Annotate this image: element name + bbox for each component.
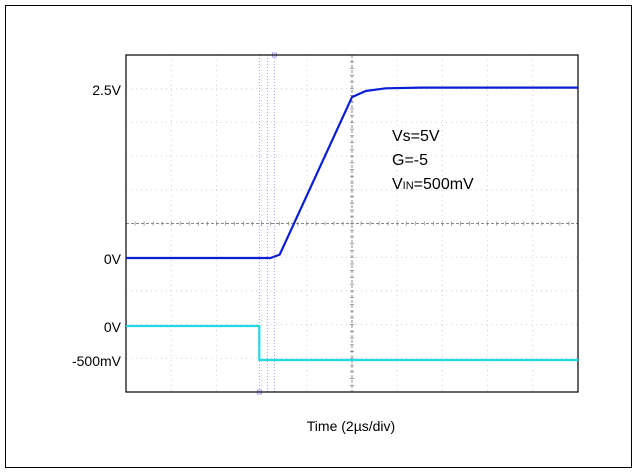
y-tick-label-output-2p5v: 2.5V xyxy=(92,82,121,98)
annotation-supply-voltage: Vs=5V xyxy=(392,128,440,145)
figure-frame xyxy=(5,5,632,468)
vin-value: =500mV xyxy=(414,176,474,193)
y-tick-label-input-minus-500mv: -500mV xyxy=(72,353,122,369)
output-trace xyxy=(126,86,578,260)
vin-main: V xyxy=(392,176,403,193)
traces xyxy=(126,86,578,362)
grid xyxy=(125,54,579,393)
vin-subscript: IN xyxy=(403,180,414,192)
y-tick-label-input-0v: 0V xyxy=(104,319,122,335)
x-axis-label: Time (2µs/div) xyxy=(307,418,395,434)
annotation-input-voltage: VIN=500mV xyxy=(392,176,474,193)
input-trace xyxy=(126,324,578,362)
y-tick-label-output-0v: 0V xyxy=(104,251,122,267)
annotation-gain: G=-5 xyxy=(392,152,428,169)
plot-area-border xyxy=(125,54,579,393)
